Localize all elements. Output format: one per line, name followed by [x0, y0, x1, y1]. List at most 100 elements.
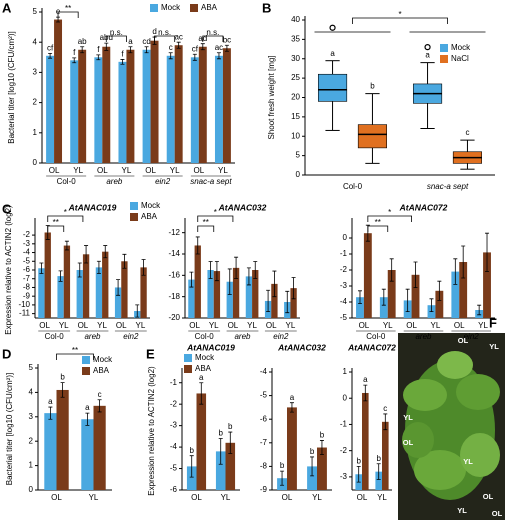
error-bar	[144, 46, 149, 54]
bar	[190, 57, 199, 163]
y-tick-label: -2	[340, 446, 348, 455]
significance-letter: ac	[215, 43, 223, 52]
y-tick-label: -5	[170, 464, 178, 473]
error-bar	[357, 290, 362, 304]
x-tick-label: OL	[191, 493, 202, 502]
bar	[307, 466, 317, 490]
leaf	[437, 351, 473, 379]
significance-letter: f	[121, 50, 124, 59]
error-bar	[285, 290, 290, 314]
significance-letter: a	[48, 397, 53, 406]
photo-label: OL	[483, 492, 494, 501]
bar	[174, 45, 183, 163]
error-bar	[218, 438, 223, 465]
y-axis-label: Bacterial titer [log10 (CFU/cm²)]	[7, 31, 16, 143]
bar	[387, 270, 396, 318]
error-bar	[228, 431, 233, 454]
y-tick-label: -2	[340, 265, 348, 274]
y-tick-label: 5	[29, 363, 34, 372]
y-tick-label: 5	[33, 7, 38, 16]
group-label: Col-0	[195, 332, 215, 341]
significance-label: **	[65, 4, 71, 13]
x-tick-label: YL	[383, 321, 393, 330]
bar	[76, 270, 83, 318]
x-tick-label: OL	[406, 321, 417, 330]
significance-letter: a	[425, 51, 430, 60]
legend-swatch	[184, 365, 192, 373]
significance-letter: b	[280, 461, 285, 470]
error-bar	[266, 289, 271, 312]
bar	[287, 407, 297, 490]
y-tick-label: -1	[340, 249, 348, 258]
bar	[483, 252, 491, 318]
error-bar	[96, 54, 101, 61]
significance-letter: b	[218, 429, 223, 438]
error-bar	[227, 268, 232, 295]
y-tick-label: 0	[343, 233, 348, 242]
bar	[46, 55, 55, 163]
y-tick-label: 0	[343, 393, 348, 402]
x-tick-label: YL	[431, 321, 441, 330]
significance-letter: b	[228, 422, 233, 431]
significance-bracket	[202, 35, 224, 42]
legend-swatch	[190, 4, 198, 12]
legend-label: Mock	[451, 43, 471, 52]
bar	[78, 49, 87, 163]
significance-label: *	[388, 208, 391, 217]
bar	[114, 287, 122, 318]
y-tick-label: -6	[23, 265, 31, 274]
error-bar	[381, 288, 386, 306]
significance-label: *	[64, 208, 67, 217]
significance-letter: b	[310, 447, 315, 456]
significance-letter: a	[128, 37, 133, 46]
bar	[38, 268, 45, 318]
bar	[362, 392, 369, 490]
group-label: areb	[84, 332, 101, 341]
y-tick-label: 0	[33, 158, 38, 167]
x-tick-label: OL	[97, 166, 108, 175]
x-tick-label: OL	[51, 493, 62, 502]
bar	[57, 276, 64, 318]
significance-letter: ab	[78, 37, 87, 46]
y-tick-label: -8	[260, 462, 268, 471]
error-bar	[116, 279, 121, 296]
error-bar	[214, 261, 219, 282]
significance-label: **	[72, 346, 78, 355]
group-label: areb	[415, 332, 432, 341]
x-tick-label: YL	[377, 493, 387, 502]
error-bar	[189, 455, 194, 478]
y-tick-label: 4	[33, 37, 38, 46]
significance-bracket	[105, 35, 127, 42]
x-tick-label: YL	[247, 321, 257, 330]
error-bar	[85, 412, 90, 426]
bar	[213, 271, 221, 318]
error-bar	[80, 46, 85, 54]
bar	[245, 276, 253, 318]
y-tick-label: 30	[291, 54, 300, 63]
significance-bracket	[57, 11, 79, 18]
bar	[70, 60, 79, 163]
x-tick-label: OL	[49, 166, 60, 175]
error-bar	[291, 277, 296, 300]
significance-bracket	[367, 225, 389, 232]
significance-letter: bc	[223, 35, 231, 44]
y-tick-label: -7	[23, 274, 31, 283]
x-tick-label: YL	[221, 493, 231, 502]
significance-letter: b	[356, 457, 361, 466]
x-tick-label: OL	[266, 321, 277, 330]
y-tick-label: 3	[29, 412, 34, 421]
y-tick-label: 0	[296, 170, 301, 179]
significance-label: n.s.	[206, 28, 219, 37]
box	[317, 73, 348, 102]
y-tick-label: -12	[168, 228, 180, 237]
bar	[95, 267, 103, 318]
significance-letter: b	[376, 454, 381, 463]
y-tick-label: 1	[29, 461, 34, 470]
group-label: snac-a sept	[190, 177, 232, 186]
significance-letter: c	[465, 128, 469, 137]
bar	[379, 297, 388, 318]
significance-label: **	[203, 218, 209, 227]
y-tick-label: -3	[23, 239, 31, 248]
significance-letter: f	[97, 45, 100, 54]
x-tick-label: OL	[282, 493, 293, 502]
